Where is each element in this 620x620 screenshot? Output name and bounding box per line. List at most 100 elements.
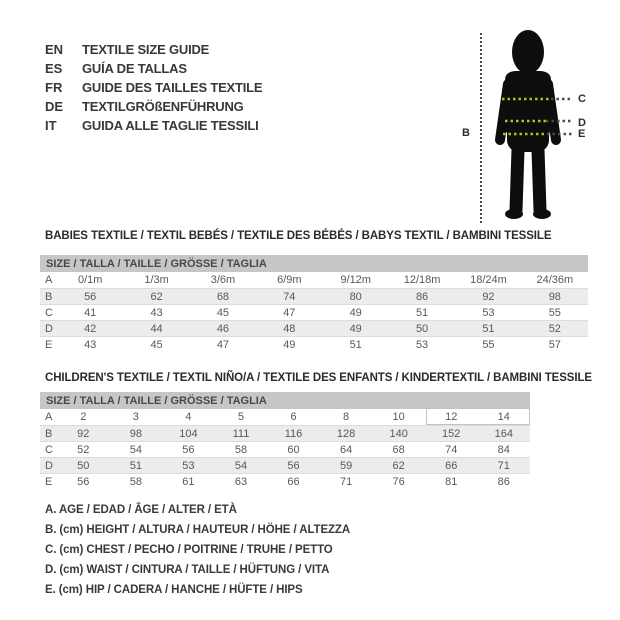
size-header: SIZE / TALLA / TAILLE / GRÖSSE / TAGLIA — [40, 392, 530, 409]
size-value: 53 — [482, 306, 495, 319]
size-value: 56 — [84, 290, 97, 303]
size-value: 66 — [445, 459, 458, 472]
size-table-row-D: D 42 44 46 48 49 50 51 52 — [40, 320, 588, 336]
size-value: 61 — [182, 475, 195, 488]
size-value: 63 — [234, 475, 248, 488]
size-table-row-B: B 56 62 68 74 80 86 92 98 — [40, 288, 588, 304]
row-letter: D — [45, 459, 53, 472]
size-value: 50 — [77, 459, 90, 472]
size-value: 6/9m — [277, 274, 302, 286]
size-value: 71 — [497, 459, 510, 472]
size-value: 51 — [129, 459, 142, 472]
hip-label: E — [578, 128, 586, 140]
size-value: 53 — [182, 459, 195, 472]
size-value: 111 — [232, 427, 250, 440]
language-title: TEXTILGRÖßENFÜHRUNG — [82, 99, 244, 114]
size-table-row-B: B 92 98 104 111 116 128 140 152 164 — [40, 425, 530, 441]
legend-row: B. (cm) HEIGHT / ALTURA / HAUTEUR / HÖHE… — [45, 524, 351, 536]
size-value: 58 — [129, 475, 142, 488]
size-value: 53 — [415, 338, 429, 351]
size-value: 5 — [237, 411, 245, 423]
size-value: 74 — [283, 290, 296, 303]
size-value: 55 — [482, 338, 495, 351]
size-value: 6 — [290, 411, 297, 423]
size-value: 98 — [129, 427, 142, 440]
language-code: FR — [45, 80, 63, 95]
child-silhouette — [495, 30, 572, 219]
size-value: 84 — [497, 443, 510, 456]
size-table-row-C: C 41 43 45 47 49 51 53 55 — [40, 304, 588, 320]
size-value: 52 — [548, 322, 561, 335]
size-value: 1/3m — [144, 274, 169, 286]
size-value: 54 — [129, 443, 142, 456]
size-value: 58 — [234, 443, 248, 456]
size-value: 49 — [283, 338, 296, 351]
babies-size-table: SIZE / TALLA / TAILLE / GRÖSSE / TAGLIA … — [40, 255, 588, 352]
size-value: 3 — [132, 411, 139, 423]
size-value: 10 — [392, 411, 405, 423]
row-letter: C — [45, 306, 53, 319]
size-value: 56 — [287, 459, 300, 472]
language-code: ES — [45, 61, 63, 76]
size-table-row-D: D 50 51 53 54 56 59 62 66 71 — [40, 457, 530, 473]
size-value: 43 — [84, 338, 97, 351]
size-value: 128 — [336, 427, 356, 440]
legend-row: A. AGE / EDAD / ÂGE / ALTER / ETÀ — [45, 504, 237, 516]
size-value: 42 — [84, 322, 97, 335]
row-letter: D — [45, 322, 53, 335]
chest-label: C — [578, 93, 586, 105]
legend-row: D. (cm) WAIST / CINTURA / TAILLE / HÜFTU… — [45, 564, 330, 576]
size-value: 9/12m — [340, 274, 371, 286]
size-value: 51 — [415, 306, 429, 319]
size-value: 86 — [415, 290, 429, 303]
size-value: 60 — [287, 443, 300, 456]
size-value: 86 — [497, 475, 510, 488]
row-letter: C — [45, 443, 53, 456]
height-measure-line — [480, 33, 482, 223]
legend-row: C. (cm) CHEST / PECHO / POITRINE / TRUHE… — [45, 544, 333, 556]
size-value: 0/1m — [77, 274, 103, 286]
size-value: 8 — [343, 411, 350, 423]
height-label: B — [462, 127, 470, 139]
measurement-legend: A. AGE / EDAD / ÂGE / ALTER / ETÀ B. (cm)… — [45, 500, 350, 600]
language-title: GUIDA ALLE TAGLIE TESSILI — [82, 118, 259, 133]
size-value: 92 — [77, 427, 90, 440]
size-value: 4 — [185, 411, 192, 423]
row-letter: A — [45, 411, 53, 423]
size-value: 51 — [482, 322, 495, 335]
size-value: 47 — [283, 306, 296, 319]
babies-section-title: BABIES TEXTILE / TEXTIL BEBÉS / TEXTILE … — [45, 230, 552, 242]
legend-row: E. (cm) HIP / CADERA / HANCHE / HÜFTE / … — [45, 584, 303, 596]
size-value: 45 — [216, 306, 230, 319]
size-value: 3/6m — [210, 274, 236, 286]
row-letter: A — [45, 274, 53, 286]
size-value: 50 — [415, 322, 429, 335]
size-value: 43 — [150, 306, 163, 319]
babies-table-body: A 0/1m 1/3m 3/6m 6/9m 9/12m 12/18m 18/24m 24/36m… — [40, 272, 588, 352]
size-value: 98 — [548, 290, 561, 303]
waist-label: D — [578, 117, 586, 129]
size-value: 66 — [287, 475, 300, 488]
row-letter: E — [45, 475, 53, 488]
language-code: IT — [45, 118, 57, 133]
size-value: 56 — [182, 443, 195, 456]
children-section-title: CHILDREN'S TEXTILE / TEXTIL NIÑO/A / TEX… — [45, 372, 592, 384]
size-value: 51 — [349, 338, 362, 351]
size-value: 76 — [392, 475, 405, 488]
size-value: 52 — [77, 443, 90, 456]
language-title: TEXTILE SIZE GUIDE — [82, 42, 210, 57]
size-value: 45 — [150, 338, 163, 351]
size-value: 152 — [442, 427, 461, 440]
row-letter: B — [45, 427, 53, 440]
size-table-row-E: E 56 58 61 63 66 71 76 81 86 — [40, 473, 530, 489]
row-letter: E — [45, 338, 53, 351]
size-value: 68 — [216, 290, 230, 303]
size-value: 49 — [349, 306, 362, 319]
size-value: 44 — [150, 322, 163, 335]
size-value: 74 — [445, 443, 458, 456]
language-row: DE TEXTILGRÖßENFÜHRUNG — [45, 97, 262, 116]
size-value: 49 — [349, 322, 362, 335]
size-value: 54 — [234, 459, 248, 472]
size-value: 55 — [548, 306, 561, 319]
language-row: ES GUÍA DE TALLAS — [45, 59, 262, 78]
